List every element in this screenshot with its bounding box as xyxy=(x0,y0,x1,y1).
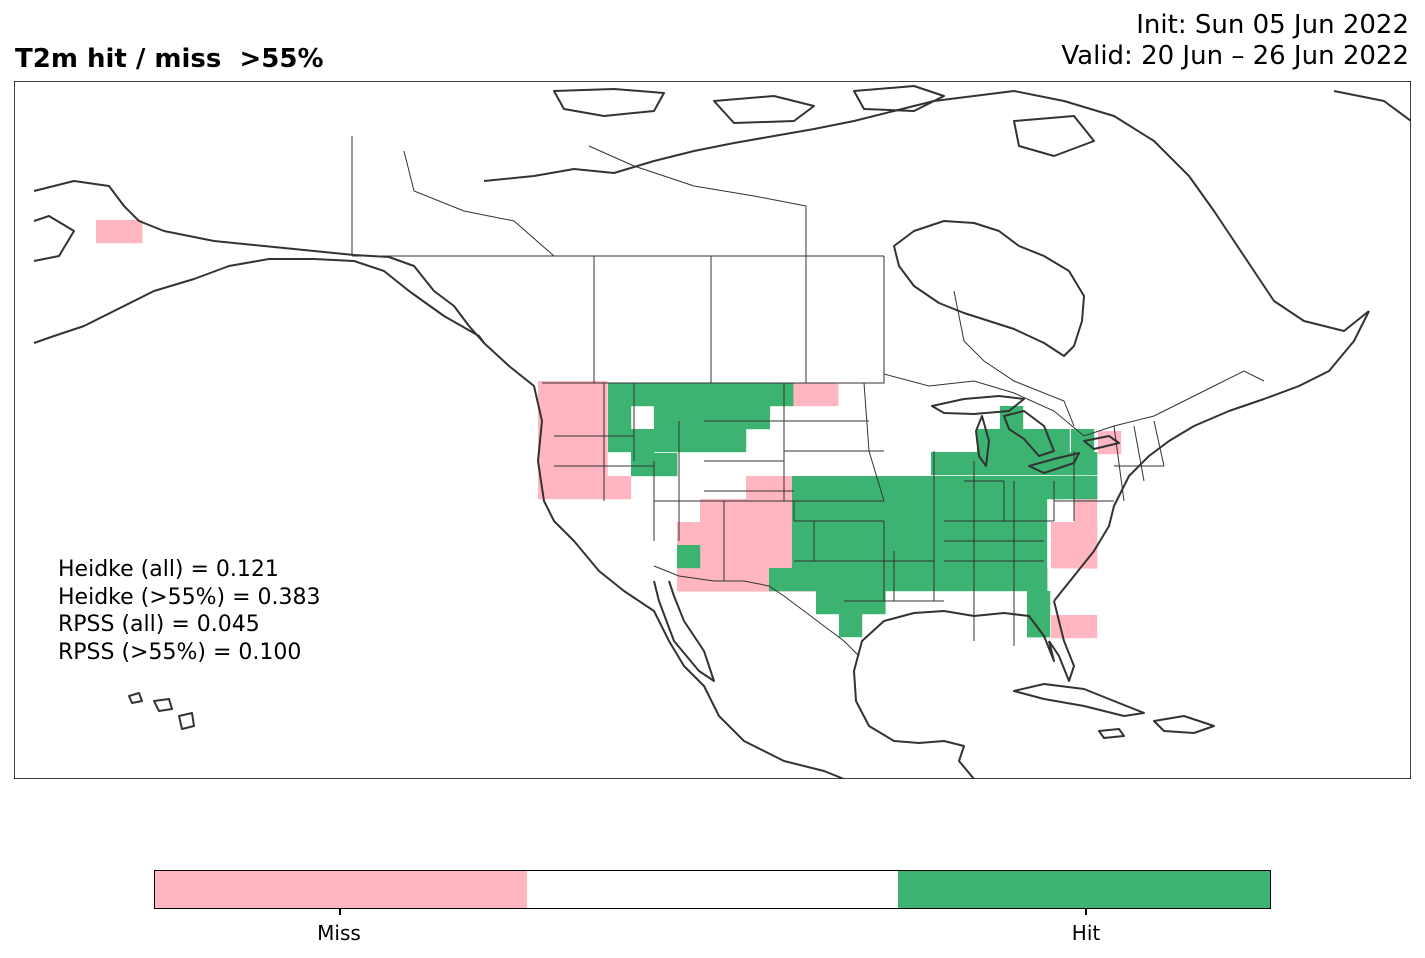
us-canada-border xyxy=(542,370,1265,437)
hawaii-3 xyxy=(178,712,195,730)
state-lines-northeast xyxy=(1113,420,1165,502)
greenland-edge xyxy=(1333,90,1411,122)
hit-cell xyxy=(608,383,632,407)
skill-scores: Heidke (all) = 0.121 Heidke (>55%) = 0.3… xyxy=(58,556,321,666)
forecast-map xyxy=(14,81,1411,779)
lake-michigan xyxy=(975,415,990,467)
tick-hit xyxy=(1085,909,1087,915)
ontario-quebec xyxy=(953,290,1075,427)
arctic-island-3 xyxy=(853,85,945,112)
map-title: T2m hit / miss >55% xyxy=(15,44,324,74)
tick-label-miss: Miss xyxy=(317,921,361,945)
lake-erie xyxy=(1028,452,1080,474)
alaska-coast xyxy=(33,180,485,344)
init-date: Init: Sun 05 Jun 2022 xyxy=(1136,10,1409,40)
us-mexico-border xyxy=(653,565,860,657)
miss-cell xyxy=(1051,615,1075,639)
hit-cell xyxy=(816,591,886,615)
hit-cell xyxy=(723,429,747,453)
atlantic-coast xyxy=(1053,310,1370,602)
miss-cell xyxy=(1051,522,1098,569)
hit-cell xyxy=(631,383,794,407)
miss-cell xyxy=(1074,615,1098,639)
coastlines xyxy=(33,85,1411,779)
hawaii-1 xyxy=(128,692,143,704)
hit-cell xyxy=(1027,591,1051,638)
gulf-coast xyxy=(853,610,1055,779)
miss-cell xyxy=(96,220,143,244)
pacific-coast xyxy=(483,342,845,779)
cuba xyxy=(1013,683,1145,717)
hit-cell xyxy=(977,429,1070,453)
colorbar-miss xyxy=(155,871,527,908)
miss-cell xyxy=(792,383,839,407)
tick-miss xyxy=(339,909,341,915)
arctic-island-4 xyxy=(1013,115,1095,157)
arctic-island-1 xyxy=(553,88,665,117)
hit-cell xyxy=(769,568,1048,592)
lake-huron xyxy=(1003,410,1055,457)
hit-cell xyxy=(792,476,1071,500)
lake-superior xyxy=(931,395,1025,415)
hit-cell xyxy=(792,545,839,569)
nwt-yukon xyxy=(403,150,555,257)
state-lines-west xyxy=(554,383,884,581)
hit-cell xyxy=(677,545,701,569)
hit-cell xyxy=(608,406,632,430)
hit-cell xyxy=(654,406,770,430)
jamaica xyxy=(1098,728,1125,739)
hit-cell xyxy=(700,429,724,453)
date-info: Init: Sun 05 Jun 2022 Valid: 20 Jun – 26… xyxy=(1061,10,1409,72)
state-lines-east xyxy=(933,451,1114,646)
nunavut-nwt xyxy=(588,145,807,207)
tick-label-hit: Hit xyxy=(1071,921,1101,945)
colorbar-neutral xyxy=(526,871,899,908)
boundaries xyxy=(351,136,1265,657)
lake-ontario xyxy=(1083,435,1120,450)
arctic-coast xyxy=(483,90,1370,332)
valid-range: Valid: 20 Jun – 26 Jun 2022 xyxy=(1061,41,1409,71)
miss-cell xyxy=(746,476,793,500)
hit-cell xyxy=(839,614,863,638)
miss-cell xyxy=(561,381,608,405)
arctic-island-2 xyxy=(713,95,815,124)
alaska-west-coast xyxy=(33,215,75,262)
hispaniola xyxy=(1153,715,1215,734)
heidke-55: Heidke (>55%) = 0.383 xyxy=(58,584,321,610)
hit-cell xyxy=(608,429,701,453)
colorbar-hit xyxy=(898,871,1271,908)
florida-coast xyxy=(1048,600,1075,682)
grid-cells xyxy=(96,220,1122,639)
baja-coast xyxy=(653,580,715,682)
rpss-all: RPSS (all) = 0.045 xyxy=(58,612,260,637)
hit-cell xyxy=(792,499,1048,523)
hawaii-2 xyxy=(153,698,173,712)
miss-cell xyxy=(608,476,632,500)
miss-cell xyxy=(700,499,816,523)
state-lines-central xyxy=(784,382,944,602)
miss-cell xyxy=(538,476,631,500)
hudson-bay xyxy=(893,220,1085,357)
colorbar xyxy=(154,870,1271,909)
rpss-55: RPSS (>55%) = 0.100 xyxy=(58,639,302,665)
heidke-all: Heidke (all) = 0.121 xyxy=(58,557,279,582)
